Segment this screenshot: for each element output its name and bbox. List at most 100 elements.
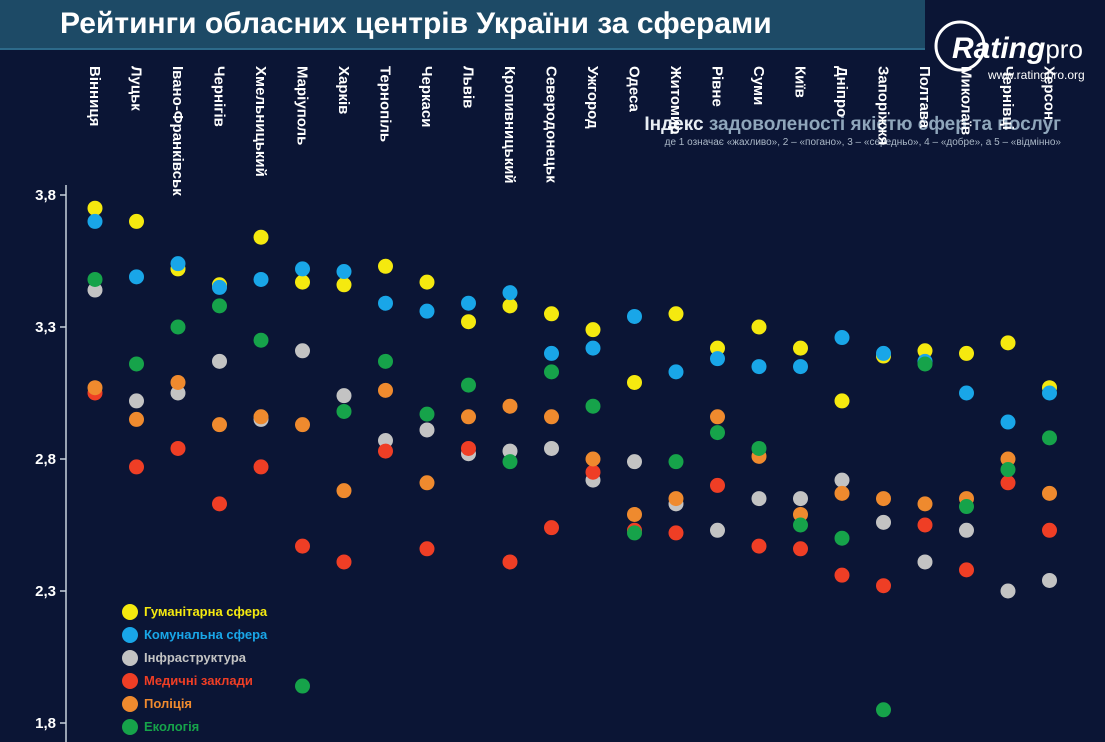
point-ecology	[834, 530, 850, 546]
point-communal	[544, 345, 559, 361]
point-ecology	[627, 525, 642, 541]
point-infrastructure	[1000, 583, 1016, 599]
city-label: Івано-Франківськ	[169, 66, 186, 196]
point-police	[378, 382, 393, 398]
point-humanitarian	[544, 306, 559, 322]
point-communal	[129, 269, 144, 285]
point-ecology	[959, 499, 974, 515]
subtitle-rest: задоволеності якістю сфер та послуг	[703, 114, 1061, 135]
point-ecology	[378, 353, 393, 369]
legend-label: Медичні заклади	[144, 673, 253, 688]
point-medical	[1000, 475, 1016, 491]
point-police	[253, 409, 269, 425]
point-humanitarian	[1000, 335, 1016, 351]
point-humanitarian	[419, 274, 435, 290]
point-ecology	[253, 332, 269, 348]
point-ecology	[212, 298, 227, 314]
point-humanitarian	[336, 277, 352, 293]
legend-swatch	[122, 649, 138, 666]
point-ecology	[544, 364, 559, 380]
page-title: Рейтинги обласних центрів України за сфе…	[60, 7, 772, 40]
point-police	[461, 409, 476, 425]
point-police	[419, 475, 435, 491]
point-communal	[751, 359, 767, 375]
point-communal	[668, 364, 684, 380]
point-police	[544, 409, 559, 425]
point-police	[87, 380, 103, 396]
city-label: Миколаїв	[958, 66, 975, 135]
y-tick-label: 1,8	[35, 715, 56, 732]
data-points	[87, 200, 1057, 718]
point-humanitarian	[751, 319, 767, 335]
city-label: Запоріжжя	[875, 66, 892, 145]
city-label: Вінниця	[86, 66, 103, 126]
point-humanitarian	[627, 374, 642, 390]
point-humanitarian	[129, 213, 144, 229]
point-infrastructure	[959, 522, 974, 538]
point-police	[212, 417, 227, 433]
point-communal	[710, 351, 725, 367]
point-medical	[170, 440, 186, 456]
y-tick-label: 2,8	[35, 451, 56, 468]
point-medical	[917, 517, 933, 533]
point-medical	[959, 562, 974, 578]
point-communal	[461, 295, 476, 311]
point-medical	[585, 464, 601, 480]
logo-brand: Rating	[952, 32, 1046, 65]
point-humanitarian	[834, 393, 850, 409]
point-medical	[336, 554, 352, 570]
point-ecology	[419, 406, 435, 422]
point-infrastructure	[295, 343, 310, 359]
city-labels: Вінниця Луцьк Івано-Франківськ Чернігів Хмел…	[86, 65, 1058, 196]
point-communal	[253, 271, 269, 287]
city-label: Київ	[792, 66, 809, 98]
point-ecology	[129, 356, 144, 372]
y-tick-label: 3,3	[35, 319, 56, 336]
city-label: Одеса	[626, 66, 643, 112]
point-infrastructure	[627, 454, 642, 470]
point-ecology	[87, 271, 103, 287]
point-medical	[253, 459, 269, 475]
city-label: Рівне	[709, 66, 726, 107]
city-label: Дніпро	[833, 66, 850, 117]
legend-item-humanitarian: Гуманітарна сфера	[122, 600, 267, 623]
point-infrastructure	[336, 388, 352, 404]
point-humanitarian	[461, 314, 476, 330]
point-infrastructure	[793, 491, 808, 507]
point-infrastructure	[170, 385, 186, 401]
chart-scale-note: де 1 означає «жахливо», 2 – «погано», 3 …	[664, 137, 1061, 148]
point-communal	[170, 256, 186, 272]
point-police	[502, 398, 518, 414]
legend-label: Поліція	[144, 696, 193, 711]
point-communal	[627, 308, 642, 324]
city-label: Хмельницький	[252, 66, 269, 177]
point-infrastructure	[710, 522, 725, 538]
point-medical	[378, 443, 393, 459]
point-infrastructure	[212, 353, 227, 369]
point-medical	[544, 520, 559, 536]
point-humanitarian	[959, 345, 974, 361]
point-ecology	[170, 319, 186, 335]
city-label: Маріуполь	[294, 66, 311, 145]
point-humanitarian	[502, 298, 518, 314]
point-communal	[1042, 385, 1057, 401]
point-communal	[876, 345, 891, 361]
point-police	[585, 451, 601, 467]
point-ecology	[793, 517, 808, 533]
logo-text: Ratingpro	[952, 32, 1083, 66]
city-label: Северодонецьк	[543, 66, 560, 183]
legend-swatch	[122, 672, 138, 689]
city-label: Тернопіль	[377, 66, 394, 142]
subtitle-bold: Індекс	[644, 114, 704, 135]
legend-item-medical: Медичні заклади	[122, 669, 267, 692]
point-humanitarian	[917, 343, 933, 359]
point-ecology	[1042, 430, 1057, 446]
point-humanitarian	[793, 340, 808, 356]
point-infrastructure	[378, 433, 393, 449]
city-label: Чернівці	[999, 66, 1016, 130]
city-label: Херсон	[1041, 66, 1058, 120]
point-infrastructure	[544, 440, 559, 456]
point-ecology	[710, 425, 725, 441]
point-police	[793, 506, 808, 522]
point-humanitarian	[253, 229, 269, 245]
